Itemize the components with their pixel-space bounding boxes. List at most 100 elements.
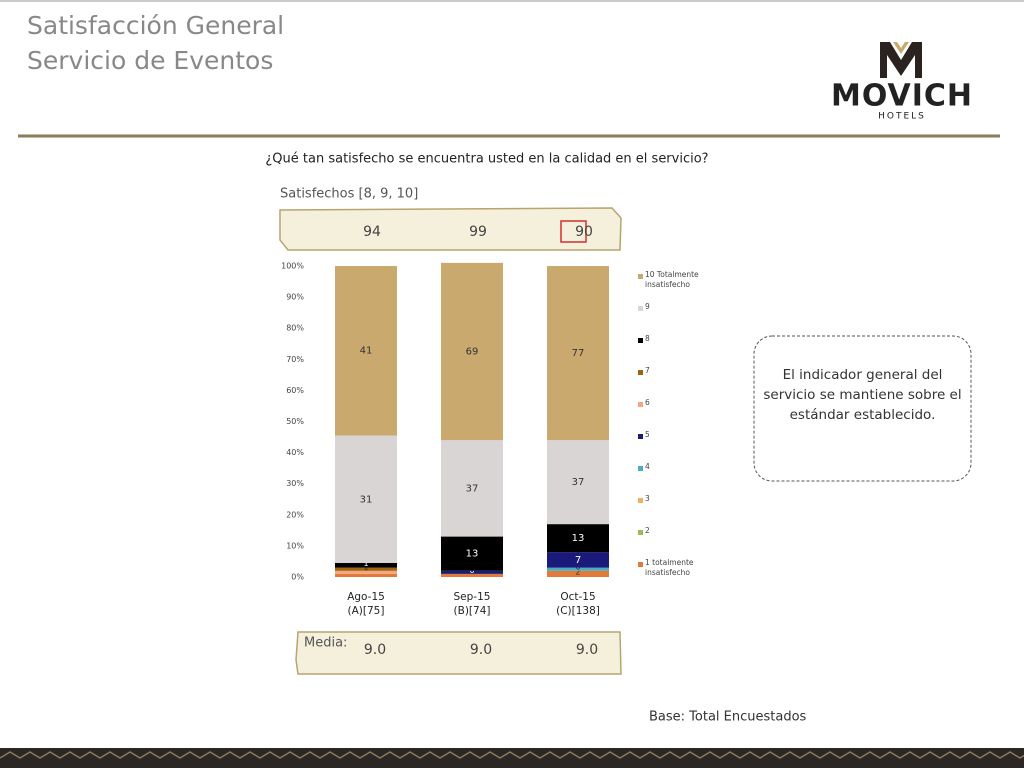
legend-swatch (638, 434, 643, 439)
mean-value: 9.0 (470, 642, 492, 658)
legend-swatch (638, 306, 643, 311)
segment-label: 69 (466, 347, 479, 358)
legend-swatch (638, 370, 643, 375)
legend-swatch (638, 562, 643, 567)
segment-label: 1 (363, 559, 368, 568)
legend-swatch (638, 402, 643, 407)
footer-band (0, 748, 1024, 768)
y-tick-label: 10% (286, 541, 304, 550)
bar-segment (335, 563, 397, 568)
segment-label: 41 (360, 346, 373, 357)
bar-segment (441, 536, 503, 571)
mean-box (295, 631, 622, 675)
y-tick-label: 70% (286, 355, 304, 364)
x-tick-label: (A)[75] (348, 605, 385, 617)
bar-segment (441, 573, 503, 577)
bar-segment (547, 266, 609, 441)
y-tick-label: 80% (286, 324, 304, 333)
segment-label: 77 (572, 348, 585, 359)
bar-segment (335, 266, 397, 436)
legend-label: 2 (645, 526, 650, 535)
legend-label: 9 (645, 302, 650, 311)
bar-segment (335, 570, 397, 574)
satisfied-label: Satisfechos [8, 9, 10] (280, 187, 418, 202)
bar-segment (335, 573, 397, 577)
segment-label: 2 (575, 567, 580, 576)
legend-wrap: 4 (645, 462, 650, 471)
bar-segment (547, 570, 609, 577)
legend-wrap: 10 Totalmente insatisfecho (645, 270, 699, 289)
x-tick-label: Oct-15 (560, 591, 595, 603)
bar-segment (547, 567, 609, 571)
logo-icon (880, 42, 922, 78)
legend-label: 6 (645, 398, 650, 407)
mean-value: 9.0 (576, 642, 598, 658)
satisfied-box (279, 207, 622, 251)
legend-swatch (638, 498, 643, 503)
legend-swatch (638, 338, 643, 343)
note: El indicador general del servicio se man… (763, 367, 962, 423)
note-box (753, 335, 972, 482)
x-tick-label: Sep-15 (454, 591, 491, 603)
satisfied-value: 99 (469, 224, 487, 240)
logo: MOVICH HOTELS (831, 42, 973, 122)
y-tick-label: 40% (286, 448, 304, 457)
legend-wrap: 3 (645, 494, 650, 503)
legend-label: 4 (645, 462, 650, 471)
legend-wrap: 9 (645, 302, 650, 311)
segment-label: 37 (572, 477, 585, 488)
x-tick-label: (B)[74] (454, 605, 491, 617)
legend-label: 1 totalmente insatisfecho (645, 558, 694, 577)
legend-wrap: 6 (645, 398, 650, 407)
legend-wrap: 5 (645, 430, 650, 439)
legend-wrap: 8 (645, 334, 650, 343)
legend-swatch (638, 530, 643, 535)
bar-segment (547, 552, 609, 568)
y-tick-label: 90% (286, 293, 304, 302)
legend-wrap: 1 totalmente insatisfecho (645, 558, 694, 577)
satisfied-value: 94 (363, 224, 381, 240)
y-tick-label: 30% (286, 479, 304, 488)
footer-pattern (0, 751, 1024, 759)
y-tick-label: 100% (281, 262, 304, 271)
highlight-box (560, 220, 587, 243)
x-tick-label: Ago-15 (347, 591, 385, 603)
segment-label: 7 (575, 555, 581, 566)
bar-segment (547, 524, 609, 553)
legend-label: 3 (645, 494, 650, 503)
mean-label: Media: (304, 636, 347, 651)
mean-value: 9.0 (364, 642, 386, 658)
logo-sub: HOTELS (878, 112, 926, 122)
legend-label: 10 Totalmente insatisfecho (645, 270, 699, 289)
base-note: Base: Total Encuestados (649, 710, 807, 725)
bar-segment (335, 567, 397, 571)
bar-segment (441, 440, 503, 537)
legend-wrap: 7 (645, 366, 650, 375)
bar-segment (547, 440, 609, 525)
logo-name: MOVICH (831, 79, 973, 114)
legend-label: 5 (645, 430, 650, 439)
y-tick-label: 60% (286, 386, 304, 395)
title-line1: Satisfacción General (27, 11, 284, 40)
satisfied-value: 90 (575, 224, 593, 240)
segment-label: 13 (466, 549, 479, 560)
legend-label: 8 (645, 334, 650, 343)
segment-label: 13 (572, 533, 585, 544)
legend-wrap: 2 (645, 526, 650, 535)
legend-label: 7 (645, 366, 650, 375)
logo-icon-gold (893, 42, 909, 54)
legend-swatch (638, 274, 643, 279)
legend-swatch (638, 466, 643, 471)
y-tick-label: 50% (286, 417, 304, 426)
title-line2: Servicio de Eventos (27, 46, 273, 75)
y-tick-label: 20% (286, 510, 304, 519)
bar-segment (441, 570, 503, 574)
segment-label: 31 (360, 494, 373, 505)
bar-segment (335, 435, 397, 564)
y-tick-label: 0% (291, 573, 304, 582)
x-tick-label: (C)[138] (556, 605, 600, 617)
question: ¿Qué tan satisfecho se encuentra usted e… (265, 152, 708, 167)
note-wrap: El indicador general del servicio se man… (763, 367, 962, 423)
segment-label: 37 (466, 483, 479, 494)
